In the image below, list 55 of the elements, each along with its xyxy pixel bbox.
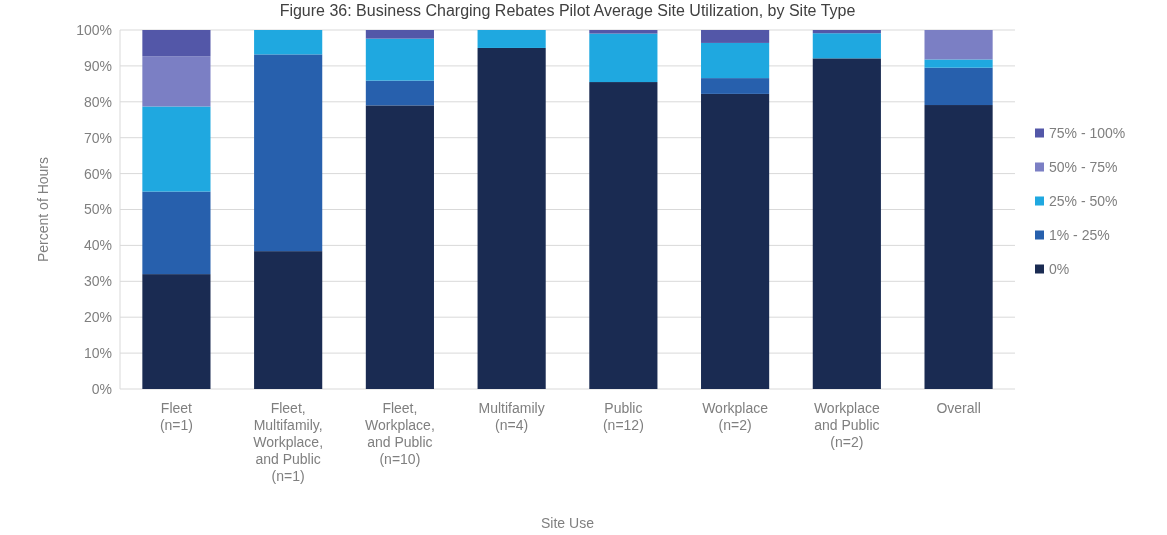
x-tick-label: Public (n=12) [602, 400, 644, 433]
y-tick-label: 90% [83, 57, 112, 74]
bar [701, 30, 770, 43]
x-axis-title: Site Use [541, 515, 595, 531]
y-tick-label: 70% [83, 129, 112, 146]
bar [142, 56, 211, 107]
bar [477, 30, 546, 48]
y-tick-label: 10% [83, 345, 112, 361]
legend-label: 75% - 100% [1049, 125, 1126, 142]
bar [365, 105, 434, 389]
bar [812, 58, 881, 389]
y-tick-label: 80% [83, 93, 112, 110]
y-tick-label: 20% [83, 309, 112, 326]
legend-label: 25% - 50% [1049, 193, 1118, 210]
x-tick-label: Multifamily (n=4) [478, 400, 545, 433]
x-tick-label: Workplace and Public (n=2) [813, 400, 880, 450]
bar [924, 59, 993, 68]
bar [142, 106, 211, 192]
legend-label: 1% - 25% [1049, 227, 1110, 244]
bar [924, 30, 993, 60]
bar [924, 105, 993, 389]
x-tick-label: Fleet (n=1) [159, 400, 193, 433]
y-tick-label: 0% [91, 380, 112, 397]
bar [142, 30, 211, 57]
y-tick-label: 100% [76, 21, 112, 38]
legend-label: 0% [1049, 261, 1070, 278]
bar [701, 93, 770, 389]
y-tick-label: 60% [83, 165, 112, 182]
y-tick-label: 30% [83, 273, 112, 290]
bar [254, 54, 323, 252]
bar [812, 30, 881, 34]
bar [254, 251, 323, 389]
bar [812, 33, 881, 59]
bar [477, 47, 546, 389]
x-tick-label: Overall [936, 400, 981, 416]
y-tick-label: 40% [83, 237, 112, 254]
bar [589, 82, 658, 389]
y-tick-label: 50% [83, 201, 112, 218]
x-tick-label: Workplace (n=2) [702, 400, 769, 433]
bar [924, 67, 993, 106]
bar [142, 191, 211, 275]
bar [365, 38, 434, 81]
bar [254, 30, 323, 55]
chart-title: Figure 36: Business Charging Rebates Pilot Average Site Utilization, by Site Type [279, 2, 856, 19]
y-axis-title: Percent of Hours [35, 156, 51, 263]
bar [365, 80, 434, 106]
bar [701, 42, 770, 79]
bar [701, 78, 770, 94]
x-tick-label: Fleet, Workplace, and Public (n=10) [365, 400, 435, 467]
bar [589, 33, 658, 83]
x-tick-label: Fleet, Multifamily, Workplace, and Public (n=1) [253, 400, 324, 484]
bar [589, 30, 658, 34]
legend-label: 50% - 75% [1049, 159, 1118, 176]
bar [142, 274, 211, 389]
bar [365, 30, 434, 39]
